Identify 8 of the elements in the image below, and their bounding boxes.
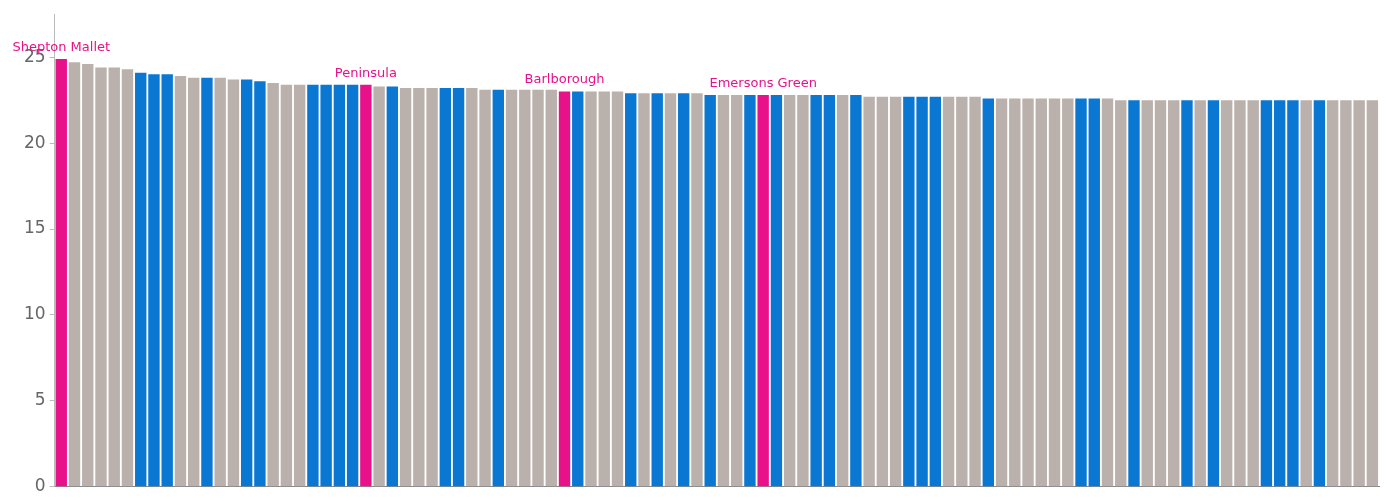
y-tick-label: 20 (23, 131, 46, 152)
y-tick-label: 5 (34, 389, 46, 410)
x-tick-label: Peninsula (334, 64, 397, 80)
x-tick-label: Emersons Green (709, 74, 817, 90)
y-tick-label: 10 (23, 303, 46, 324)
y-tick-label: 15 (23, 217, 46, 238)
x-tick-label: Barlborough (524, 71, 605, 87)
y-tick-label: 0 (34, 475, 46, 496)
